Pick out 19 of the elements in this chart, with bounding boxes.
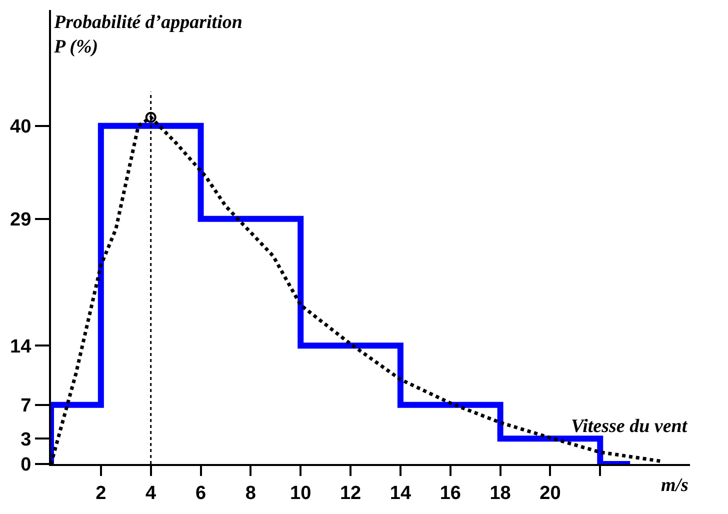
x-tick-label: 20 (540, 482, 561, 504)
y-tick-label: 29 (10, 209, 32, 230)
x-tick-label: 12 (340, 482, 362, 504)
x-tick-label: 14 (390, 482, 412, 504)
y-axis-title: Probabilité d’apparition P (%) (53, 12, 242, 58)
text: m/s (661, 475, 688, 496)
x-tick-label: 2 (96, 482, 106, 504)
x-tick-label: 16 (440, 482, 461, 504)
x-axis-title: Vitesse du vent (571, 416, 688, 437)
x-tick-label: 10 (290, 482, 312, 504)
y-tick-label: 14 (10, 336, 32, 358)
y-tick-label: 40 (10, 116, 32, 138)
x-tick-label: 18 (490, 482, 511, 504)
x-tick-label: 8 (245, 482, 256, 504)
y-tick-label: 7 (20, 395, 32, 416)
x-tick-label: 4 (146, 482, 157, 504)
y-tick-label: 3 (20, 429, 32, 450)
y-tick-label: 0 (20, 454, 32, 476)
x-tick-label: 6 (195, 482, 206, 504)
